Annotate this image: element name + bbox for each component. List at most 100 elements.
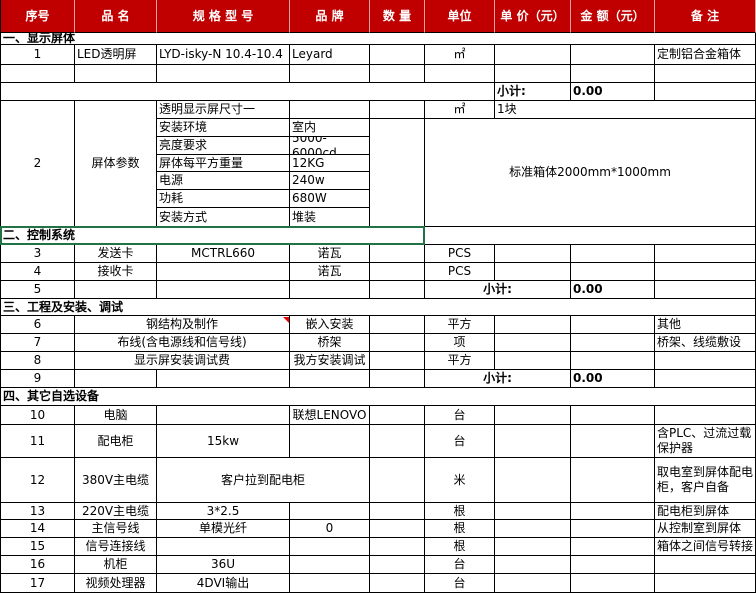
header-cell: 单 价（元）	[495, 0, 571, 33]
spec-name: 安装方式	[157, 208, 290, 227]
item-unit: PCS	[425, 245, 495, 263]
item-unit: 根	[425, 538, 495, 556]
subtotal-label: 小计:	[425, 370, 571, 388]
cell	[75, 370, 157, 388]
subtotal-label: 小计:	[495, 83, 571, 101]
spec-name: 透明显示屏尺寸一	[157, 101, 290, 119]
item-note	[655, 556, 756, 574]
cell	[370, 119, 425, 227]
cell	[157, 281, 290, 299]
cell	[370, 334, 425, 352]
item-unit: 台	[425, 406, 495, 425]
item-name: 钢结构及制作	[75, 316, 290, 334]
item-brand: 我方安装调试	[290, 352, 370, 370]
item-price	[495, 538, 571, 556]
cell	[370, 503, 425, 520]
cell	[495, 334, 571, 352]
cell	[370, 425, 425, 458]
item-name: 电脑	[75, 406, 157, 425]
item-price	[495, 520, 571, 538]
item-name: 接收卡	[75, 263, 157, 281]
item-note	[655, 263, 756, 281]
spec-value: 240w	[290, 172, 370, 190]
cell	[495, 458, 571, 503]
cell	[290, 65, 370, 83]
item-no: 8	[0, 352, 75, 370]
cell	[290, 370, 370, 388]
item-no: 7	[0, 334, 75, 352]
item-no: 16	[0, 556, 75, 574]
cell	[370, 263, 425, 281]
item-model: 客户拉到配电柜	[157, 458, 370, 503]
item-price	[495, 425, 571, 458]
cell	[370, 316, 425, 334]
cell	[571, 406, 655, 425]
item-unit: 台	[425, 556, 495, 574]
item-no: 2	[0, 101, 75, 227]
spec-value: 堆装	[290, 208, 370, 227]
cell	[495, 45, 571, 65]
item-no: 15	[0, 538, 75, 556]
item-unit: ㎡	[425, 45, 495, 65]
spec-name: 电源	[157, 172, 290, 190]
item-note	[655, 574, 756, 593]
item-name: 主信号线	[75, 520, 157, 538]
item-brand: 联想LENOVO	[290, 406, 370, 425]
cell	[75, 65, 157, 83]
cell	[571, 574, 655, 593]
item-brand	[290, 425, 370, 458]
item-name: 220V主电缆	[75, 503, 157, 520]
cell	[571, 556, 655, 574]
cell	[495, 316, 571, 334]
item-price	[495, 556, 571, 574]
cell	[571, 425, 655, 458]
item-brand: 嵌入安装	[290, 316, 370, 334]
item-no: 14	[0, 520, 75, 538]
item-note	[655, 406, 756, 425]
cell	[495, 65, 571, 83]
item-price	[495, 245, 571, 263]
item-model: 15kw	[157, 425, 290, 458]
item-note: 配电柜到屏体	[655, 503, 756, 520]
cell	[157, 370, 290, 388]
item-note: 定制铝合金箱体	[655, 45, 756, 65]
item-name: 发送卡	[75, 245, 157, 263]
item-model: 3*2.5	[157, 503, 290, 520]
item-unit: 根	[425, 520, 495, 538]
cell	[571, 245, 655, 263]
cell	[370, 101, 425, 119]
item-brand	[290, 538, 370, 556]
item-model: 单模光纤	[157, 520, 290, 538]
item-no: 17	[0, 574, 75, 593]
item-model: LYD-isky-N 10.4-10.4	[157, 45, 290, 65]
cell	[655, 370, 756, 388]
subtotal-label: 小计:	[425, 281, 571, 299]
item-unit: ㎡	[425, 101, 495, 119]
spec-name: 功耗	[157, 190, 290, 208]
spec-value: 室内	[290, 119, 370, 137]
item-brand	[290, 556, 370, 574]
item-no: 12	[0, 458, 75, 503]
cell	[0, 83, 495, 101]
item-unit: 台	[425, 574, 495, 593]
subtotal-value: 0.00	[571, 281, 655, 299]
cell	[370, 65, 425, 83]
item-no: 11	[0, 425, 75, 458]
cell	[571, 45, 655, 65]
item-brand	[290, 503, 370, 520]
item-note: 桥架、线缆敷设	[655, 334, 756, 352]
item-unit: 项	[425, 334, 495, 352]
item-model: MCTRL660	[157, 245, 290, 263]
item-brand: 诺瓦	[290, 263, 370, 281]
item-price	[495, 574, 571, 593]
section-title: 三、工程及安装、调试	[0, 299, 756, 316]
item-model: 4DVI输出	[157, 574, 290, 593]
item-model: 36U	[157, 556, 290, 574]
cell	[571, 263, 655, 281]
cell	[370, 45, 425, 65]
cell	[571, 334, 655, 352]
cell	[0, 65, 75, 83]
cell	[495, 352, 571, 370]
subtotal-value: 0.00	[571, 370, 655, 388]
